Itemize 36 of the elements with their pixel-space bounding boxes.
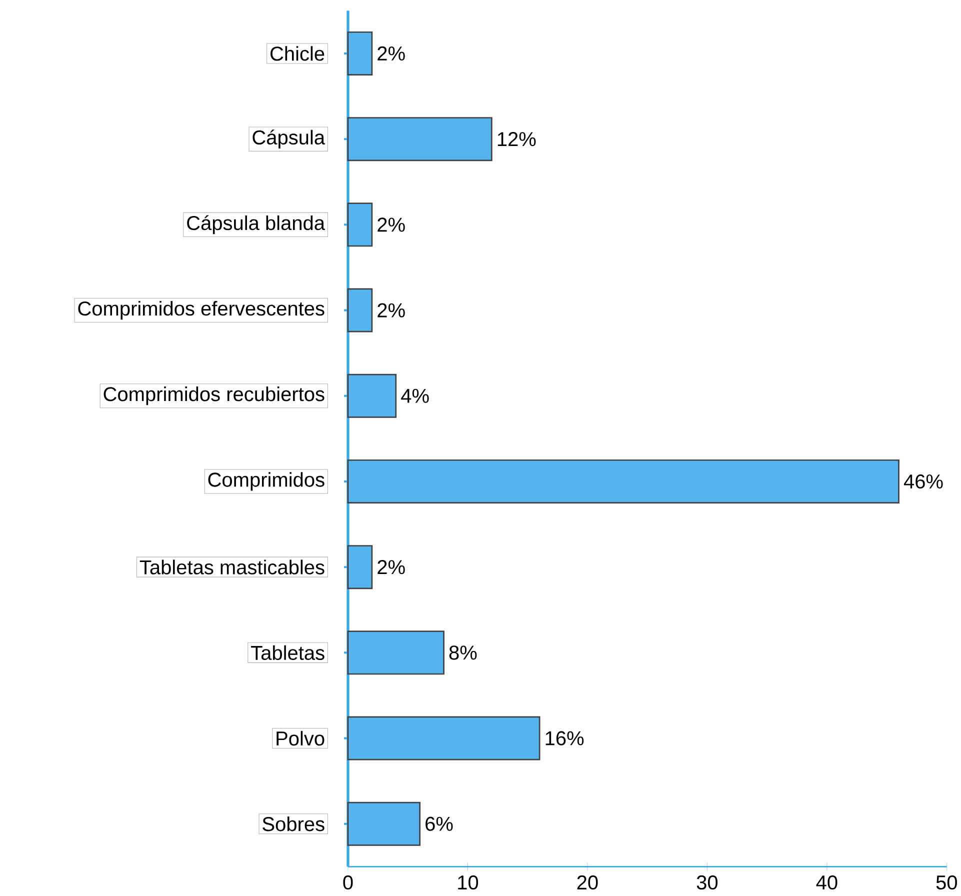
y-tick-label: Chicle (270, 46, 324, 61)
y-tick-label: Comprimidos recubiertos (104, 386, 324, 406)
bar (347, 31, 373, 76)
bar (347, 117, 492, 162)
y-tick-label: Tabletas (251, 645, 324, 660)
y-tick-label: Tabletas masticables (140, 560, 324, 574)
data-label: 2% (378, 46, 405, 61)
data-label: 8% (449, 646, 477, 660)
y-tick-label: Cápsula (252, 130, 326, 148)
data-label: 16% (546, 731, 584, 746)
y-tick-label: Comprimidos (208, 472, 324, 491)
data-label: 4% (401, 388, 429, 403)
bar (347, 802, 421, 846)
x-tick-label: 0 (343, 875, 353, 890)
bar (347, 374, 397, 418)
data-label: 2% (378, 303, 405, 318)
x-tick-label: 40 (816, 875, 838, 890)
x-tick-label: 30 (696, 875, 718, 890)
x-tick-label: 50 (936, 875, 957, 890)
x-tick-label: 20 (577, 875, 598, 890)
data-label: 12% (498, 132, 536, 146)
y-tick-label: Comprimidos efervescentes (78, 300, 324, 320)
data-label: 2% (378, 218, 405, 232)
bar (347, 630, 444, 675)
y-tick-label: Cápsula blanda (187, 215, 326, 234)
y-tick-label: Sobres (262, 816, 324, 832)
bar (347, 716, 540, 760)
data-label: 46% (904, 474, 943, 489)
bar (347, 288, 373, 332)
data-label: 2% (378, 560, 405, 574)
data-label: 6% (426, 816, 453, 831)
bar (347, 459, 900, 504)
y-tick-label: Polvo (276, 730, 324, 746)
bar (347, 545, 373, 590)
x-tick-label: 10 (458, 875, 478, 890)
bar (347, 202, 373, 247)
